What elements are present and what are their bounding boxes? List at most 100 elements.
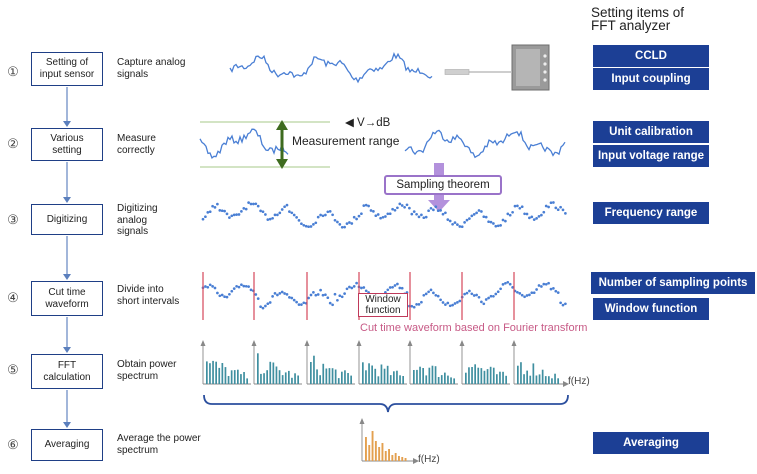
step-box-fft-calculation: FFT calculation: [31, 354, 103, 389]
digitized-sample-dot: [412, 210, 416, 213]
step-number-4: ④: [7, 290, 19, 305]
digitized-sample-dot: [213, 206, 217, 209]
digitized-sample-dot: [388, 212, 392, 216]
window-function-line-1: Window: [365, 294, 401, 305]
segmented-sample-dot: [412, 305, 416, 309]
spectrum-bar: [413, 370, 415, 384]
spectrum-bar: [269, 361, 272, 384]
unit-calibration-setting[interactable]: Unit calibration: [593, 121, 709, 143]
segmented-sample-dot: [211, 285, 214, 288]
segmented-sample-dot: [477, 295, 481, 299]
segmented-sample-dot: [225, 295, 229, 299]
window-function-line-2: function: [365, 304, 401, 316]
segmented-sample-dot: [453, 302, 457, 305]
spectrum-bar: [233, 370, 236, 384]
digitized-sample-dot: [528, 216, 531, 220]
segmented-sample-dot: [348, 285, 351, 289]
digitized-sample-dot: [420, 213, 423, 217]
digitized-sample-dot: [292, 213, 296, 217]
segmented-sample-dot: [345, 287, 349, 291]
segmented-sample-dot: [364, 289, 368, 293]
spectrum-bar: [419, 366, 421, 384]
segmented-sample-dot: [564, 302, 567, 306]
spectrum-bar: [257, 353, 259, 384]
digitized-sample-dot: [204, 215, 207, 219]
measured-signal-wave: [199, 128, 566, 159]
spectrum-bar: [499, 371, 501, 384]
digitized-sample-dot: [225, 212, 229, 216]
digitized-sample-dot: [496, 224, 500, 228]
segmented-sample-dot: [360, 286, 363, 290]
ccld-setting[interactable]: CCLD: [593, 45, 709, 67]
segmented-sample-dot: [556, 291, 560, 294]
segmented-sample-dot: [273, 292, 277, 295]
spectrum-bar: [544, 376, 547, 384]
spectrum-bar: [368, 363, 370, 384]
averaged-spectrum-bar: [378, 447, 381, 461]
spectrum-bar: [548, 376, 550, 384]
spectrum-bar: [294, 373, 296, 384]
spectrum-y-arrow-icon: [407, 340, 413, 346]
spectrum-bar: [260, 373, 262, 384]
digitized-sample-dot: [300, 222, 303, 226]
step-number-3: ③: [7, 212, 19, 227]
averaged-spectrum-bar: [381, 443, 384, 461]
digitized-sample-dot: [556, 208, 560, 212]
segmented-sample-dot: [518, 292, 522, 295]
window-function-setting[interactable]: Window function: [593, 298, 709, 320]
segmented-sample-dot: [489, 294, 493, 298]
segmented-sample-dot: [496, 290, 500, 294]
digitized-sample-dot: [211, 204, 214, 208]
digitized-sample-dot: [364, 203, 368, 207]
spectrum-bar: [227, 376, 230, 384]
digitized-sample-dot: [340, 225, 344, 229]
step-description-3: Digitizing analog signals: [117, 203, 202, 238]
segmented-sample-dot: [472, 294, 476, 297]
segmented-sample-dot: [343, 292, 346, 295]
digitized-sample-dot: [223, 209, 226, 213]
digitized-sample-dot: [307, 225, 310, 229]
segmented-sample-dot: [280, 290, 284, 294]
digitized-sample-dot: [256, 204, 260, 208]
digitized-sample-dot: [350, 222, 354, 225]
segmented-sample-dot: [249, 288, 253, 292]
averaging-setting[interactable]: Averaging: [593, 432, 709, 454]
digitized-sample-dot: [312, 223, 315, 226]
segmented-sample-dot: [316, 293, 320, 296]
segmented-sample-dot: [333, 292, 337, 296]
digitized-sample-dot: [381, 215, 385, 219]
digitized-sample-dot: [391, 207, 394, 211]
spectrum-bar: [224, 367, 227, 384]
digitized-sample-dot: [285, 203, 289, 207]
digitized-sample-dot: [432, 208, 435, 212]
digitized-sample-dot: [237, 213, 241, 216]
segmented-sample-dot: [446, 301, 450, 305]
digitized-sample-dot: [554, 206, 558, 210]
spectrum-bar: [240, 374, 242, 384]
spectrum-bar: [389, 375, 392, 384]
spectrum-bar: [474, 364, 476, 384]
digitized-sample-dot: [266, 218, 270, 221]
digitized-sample-dot: [475, 211, 478, 215]
digitized-sample-dot: [540, 213, 543, 217]
spectrum-bar: [310, 362, 312, 384]
step-description-5-line-2: spectrum: [117, 370, 159, 382]
digitized-sample-dot: [352, 215, 356, 219]
spectrum-bar: [526, 370, 528, 384]
spectrum-bar: [529, 375, 532, 384]
frequency-range-setting[interactable]: Frequency range: [593, 202, 709, 224]
segmented-sample-dot: [352, 285, 356, 288]
averaged-spectrum-bar: [384, 451, 387, 461]
spectrum-bar: [206, 361, 208, 384]
digitized-sample-dot: [552, 201, 555, 204]
input-voltage-range-setting[interactable]: Input voltage range: [593, 145, 709, 167]
segmented-sample-dot: [350, 286, 354, 290]
spectrum-bar: [450, 377, 452, 384]
digitized-sample-dot: [252, 202, 255, 206]
input-coupling-setting[interactable]: Input coupling: [593, 68, 709, 90]
segmented-sample-dot: [240, 283, 243, 287]
sampling-points-setting[interactable]: Number of sampling points: [591, 272, 755, 294]
spectrum-bar: [399, 375, 401, 384]
digitized-sample-dot: [456, 223, 459, 226]
